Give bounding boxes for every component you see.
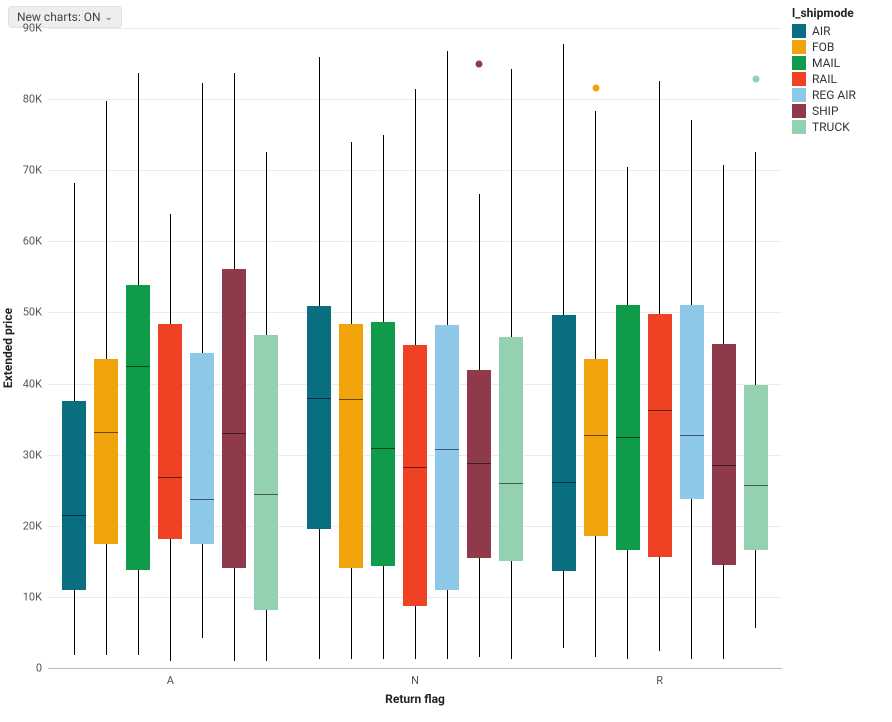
box[interactable] [62, 401, 86, 589]
legend-item[interactable]: RAIL [792, 72, 882, 86]
median-line [648, 410, 672, 411]
legend-label: RAIL [812, 72, 837, 86]
legend-title: l_shipmode [792, 6, 882, 20]
legend-swatch [792, 120, 806, 134]
median-line [499, 483, 523, 484]
x-tick-label: R [656, 674, 663, 687]
median-line [435, 449, 459, 450]
box[interactable] [307, 306, 331, 529]
median-line [584, 435, 608, 436]
box[interactable] [744, 385, 768, 550]
grid-line [48, 28, 782, 29]
box[interactable] [584, 359, 608, 537]
legend-item[interactable]: SHIP [792, 104, 882, 118]
y-tick-label: 10K [2, 590, 42, 603]
boxplot-chart: 010K20K30K40K50K60K70K80K90KANR Extended… [48, 28, 782, 668]
box[interactable] [222, 269, 246, 568]
legend-item[interactable]: FOB [792, 40, 882, 54]
outlier-point[interactable] [752, 76, 759, 83]
box[interactable] [648, 314, 672, 557]
box[interactable] [339, 324, 363, 568]
median-line [339, 399, 363, 400]
legend: l_shipmode AIR FOB MAIL RAIL REG AIR SHIP TRUC… [792, 6, 882, 136]
median-line [552, 482, 576, 483]
legend-swatch [792, 56, 806, 70]
median-line [680, 435, 704, 436]
outlier-point[interactable] [476, 60, 483, 67]
axis-baseline [48, 668, 782, 669]
box[interactable] [435, 325, 459, 590]
box[interactable] [467, 370, 491, 558]
median-line [307, 398, 331, 399]
median-line [744, 485, 768, 486]
median-line [62, 515, 86, 516]
y-tick-label: 90K [2, 22, 42, 35]
median-line [616, 437, 640, 438]
y-axis-title: Extended price [1, 308, 15, 388]
box[interactable] [499, 337, 523, 561]
median-line [222, 433, 246, 434]
legend-item[interactable]: AIR [792, 24, 882, 38]
median-line [467, 463, 491, 464]
median-line [126, 366, 150, 367]
box[interactable] [552, 315, 576, 570]
box[interactable] [190, 353, 214, 544]
box[interactable] [158, 324, 182, 539]
box[interactable] [616, 305, 640, 550]
legend-item[interactable]: TRUCK [792, 120, 882, 134]
legend-swatch [792, 40, 806, 54]
median-line [254, 494, 278, 495]
legend-label: SHIP [812, 104, 839, 118]
legend-item[interactable]: REG AIR [792, 88, 882, 102]
legend-label: TRUCK [812, 120, 850, 134]
legend-swatch [792, 72, 806, 86]
legend-swatch [792, 104, 806, 118]
x-tick-label: A [167, 674, 174, 687]
box[interactable] [254, 335, 278, 609]
y-tick-label: 80K [2, 93, 42, 106]
y-tick-label: 60K [2, 235, 42, 248]
legend-label: AIR [812, 24, 831, 38]
outlier-point[interactable] [592, 85, 599, 92]
y-tick-label: 0 [2, 662, 42, 675]
legend-label: FOB [812, 40, 834, 54]
legend-label: MAIL [812, 56, 840, 70]
median-line [712, 465, 736, 466]
legend-item[interactable]: MAIL [792, 56, 882, 70]
y-tick-label: 70K [2, 164, 42, 177]
box[interactable] [126, 285, 150, 569]
chevron-down-icon: ⌄ [105, 12, 113, 23]
median-line [190, 499, 214, 500]
y-tick-label: 20K [2, 519, 42, 532]
box[interactable] [94, 359, 118, 544]
box[interactable] [712, 344, 736, 564]
x-axis-title: Return flag [48, 692, 782, 706]
median-line [371, 448, 395, 449]
box[interactable] [680, 305, 704, 499]
legend-swatch [792, 88, 806, 102]
legend-swatch [792, 24, 806, 38]
median-line [94, 432, 118, 433]
median-line [158, 477, 182, 478]
y-tick-label: 30K [2, 448, 42, 461]
legend-label: REG AIR [812, 88, 856, 102]
box[interactable] [403, 345, 427, 606]
box[interactable] [371, 322, 395, 567]
x-tick-label: N [411, 674, 419, 687]
median-line [403, 467, 427, 468]
